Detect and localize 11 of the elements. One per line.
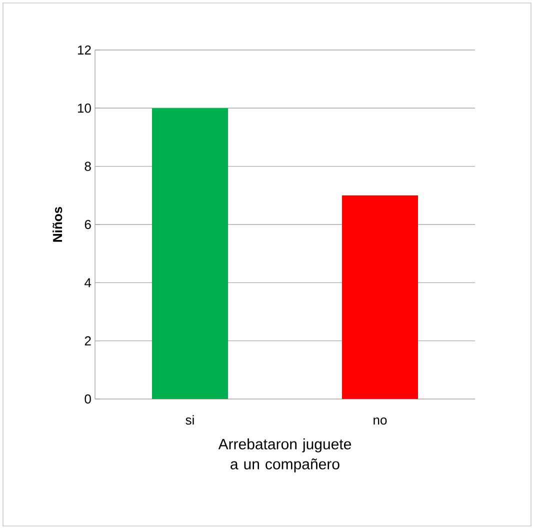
y-tick-label: 8 [84, 162, 91, 171]
y-tick-label: 6 [84, 220, 91, 230]
y-tick-label: 4 [84, 278, 92, 288]
x-tick-label: si [186, 415, 194, 425]
y-tick-label: 12 [78, 45, 91, 55]
x-tick-label: no [374, 418, 387, 425]
y-tick-label: 2 [84, 336, 91, 346]
y-tick-label: 0 [84, 394, 91, 404]
x-axis-title: Arrebataron juguete a un compañero [218, 438, 352, 472]
y-axis-title: Niños [52, 206, 62, 242]
y-tick-label: 10 [78, 104, 91, 113]
